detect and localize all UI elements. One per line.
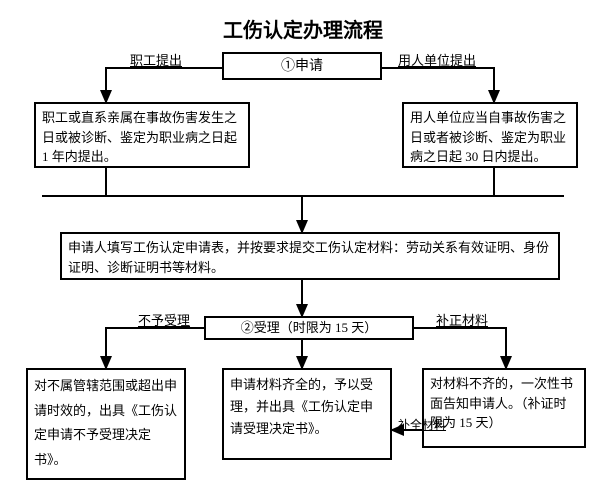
node-employee-rule: 职工或直系亲属在事故伤害发生之日或被诊断、鉴定为职业病之日起 1 年内提出。 <box>34 102 250 168</box>
node-outcome-supplement-text: 对材料不齐的，一次性书面告知申请人。（补证时限为 15 天） <box>430 376 573 430</box>
flowchart-canvas: 工伤认定办理流程 ①申请 职工或直系亲属在事故伤害发生之日或被诊断、鉴定为职业病… <box>0 0 606 500</box>
node-outcome-reject-text: 对不属管辖范围或超出申请时效的，出具《工伤认定申请不予受理决定书》。 <box>34 378 177 467</box>
node-outcome-reject: 对不属管辖范围或超出申请时效的，出具《工伤认定申请不予受理决定书》。 <box>26 368 186 480</box>
node-materials: 申请人填写工伤认定申请表，并按要求提交工伤认定材料：劳动关系有效证明、身份证明、… <box>60 232 560 280</box>
edge-label-supplement-complete: 补全材料 <box>398 416 446 433</box>
node-employee-rule-text: 职工或直系亲属在事故伤害发生之日或被诊断、鉴定为职业病之日起 1 年内提出。 <box>42 110 237 164</box>
edge-label-supplement: 补正材料 <box>436 310 488 329</box>
node-apply: ①申请 <box>222 52 382 80</box>
edge-label-employer-submit: 用人单位提出 <box>398 50 476 69</box>
node-outcome-supplement: 对材料不齐的，一次性书面告知申请人。（补证时限为 15 天） <box>422 368 586 448</box>
node-accept: ②受理（时限为 15 天） <box>204 316 414 340</box>
node-employer-rule: 用人单位应当自事故伤害之日或者被诊断、鉴定为职业病之日起 30 日内提出。 <box>402 102 578 168</box>
edge-label-employee-submit: 职工提出 <box>130 50 182 69</box>
node-employer-rule-text: 用人单位应当自事故伤害之日或者被诊断、鉴定为职业病之日起 30 日内提出。 <box>410 110 566 164</box>
diagram-title: 工伤认定办理流程 <box>0 14 606 43</box>
node-apply-text: ①申请 <box>281 56 323 77</box>
node-accept-text: ②受理（时限为 15 天） <box>241 318 378 338</box>
node-outcome-accept: 申请材料齐全的，予以受理，并出具《工伤认定申请受理决定书》。 <box>222 368 392 460</box>
node-materials-text: 申请人填写工伤认定申请表，并按要求提交工伤认定材料：劳动关系有效证明、身份证明、… <box>68 240 549 275</box>
edge-label-not-accepted: 不予受理 <box>138 310 190 329</box>
node-outcome-accept-text: 申请材料齐全的，予以受理，并出具《工伤认定申请受理决定书》。 <box>230 377 373 436</box>
